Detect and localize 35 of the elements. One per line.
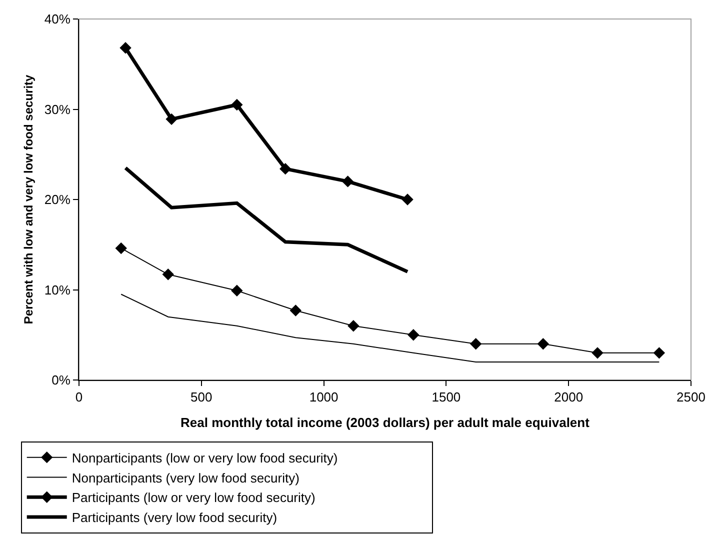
point [408, 329, 420, 341]
legend-label: Nonparticipants (low or very low food security) [72, 450, 338, 466]
legend-label: Nonparticipants (very low food security) [72, 470, 300, 486]
y-tick-label: 10% [44, 282, 71, 298]
y-tick-label: 0% [52, 372, 71, 388]
y-axis-title: Percent with low and very low food security [22, 74, 36, 324]
point [162, 268, 174, 280]
y-tick-label: 20% [44, 192, 71, 208]
x-tick-label: 1000 [309, 390, 338, 405]
point [231, 98, 243, 111]
point [402, 194, 414, 206]
point [592, 347, 604, 359]
x-tick-label: 0 [75, 390, 83, 405]
legend-label: Participants (low or very low food security) [72, 490, 316, 506]
x-tick-label: 2000 [554, 390, 584, 405]
point [290, 304, 302, 316]
point [348, 320, 360, 332]
point [280, 162, 292, 175]
point [120, 42, 132, 54]
point [115, 242, 127, 254]
point [537, 338, 549, 350]
point [166, 113, 178, 126]
x-tick-label: 2500 [676, 390, 706, 405]
y-tick-label: 30% [44, 102, 71, 117]
x-tick-label: 1500 [432, 390, 461, 405]
line-series [124, 166, 410, 274]
point [653, 347, 666, 359]
y-tick-label: 40% [44, 12, 71, 27]
x-tick-label: 500 [190, 390, 212, 405]
line-series [120, 294, 660, 362]
point [342, 176, 354, 188]
point [231, 284, 243, 296]
x-axis-title: Real monthly total income (2003 dollars) per adult male equivalent [180, 415, 590, 430]
legend-label: Participants (very low food security) [72, 510, 278, 526]
point [470, 338, 482, 350]
